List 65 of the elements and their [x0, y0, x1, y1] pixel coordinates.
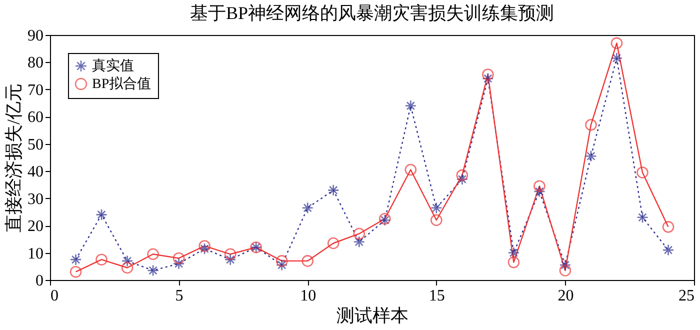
- point: [172, 258, 185, 270]
- point: [96, 254, 108, 266]
- y-tick-label: 90: [28, 28, 44, 44]
- point: [198, 242, 210, 255]
- legend-label: BP拟合值: [92, 76, 152, 92]
- x-tick-label: 15: [428, 288, 445, 304]
- y-tick-label: 20: [28, 218, 44, 236]
- point: [482, 68, 494, 80]
- point: [404, 100, 417, 112]
- y-tick-label: 50: [28, 136, 44, 154]
- legend-label: 真实值: [92, 58, 134, 74]
- point: [662, 244, 674, 256]
- point: [302, 202, 314, 214]
- chart-title: 基于BP神经网络的风暴潮灾害损失训练集预测: [190, 3, 554, 23]
- point: [610, 37, 623, 50]
- y-tick-label: 80: [28, 54, 44, 72]
- y-tick-label: 60: [28, 109, 44, 126]
- point: [404, 164, 417, 176]
- point: [585, 150, 597, 162]
- point: [70, 266, 82, 278]
- point: [559, 264, 572, 276]
- point: [224, 248, 236, 260]
- point: [147, 264, 159, 276]
- point: [662, 221, 674, 233]
- point: [70, 254, 82, 266]
- y-axis-title: 直接经济损失/亿元: [4, 83, 24, 233]
- point: [198, 240, 210, 252]
- point: [636, 166, 648, 178]
- point: [327, 184, 340, 196]
- point: [456, 169, 468, 182]
- point: [121, 262, 134, 274]
- point: [636, 211, 648, 224]
- y-tick-label: 70: [28, 82, 44, 99]
- x-tick-label: 25: [678, 288, 694, 304]
- point: [224, 254, 236, 266]
- y-tick-label: 30: [28, 190, 44, 208]
- y-tick-label: 40: [28, 164, 44, 181]
- point: [482, 72, 494, 84]
- point: [508, 256, 520, 268]
- x-tick-label: 5: [175, 288, 184, 304]
- y-tick-label: 10: [28, 245, 44, 262]
- point: [353, 236, 366, 248]
- x-tick-label: 20: [558, 288, 574, 304]
- point: [430, 202, 442, 214]
- point: [456, 173, 468, 186]
- point: [430, 214, 442, 226]
- point: [302, 255, 314, 267]
- point: [147, 248, 159, 260]
- point: [534, 186, 546, 198]
- point: [276, 259, 288, 271]
- point: [353, 228, 366, 240]
- x-axis-title: 测试样本: [336, 306, 408, 326]
- x-tick-label: 0: [50, 288, 58, 304]
- point: [585, 118, 597, 131]
- point: [559, 259, 572, 271]
- point: [172, 252, 185, 264]
- y-tick-label: 0: [36, 272, 44, 290]
- point: [534, 180, 546, 192]
- point: [276, 255, 288, 267]
- point: [121, 255, 134, 267]
- point: [327, 237, 340, 250]
- point: [610, 52, 623, 64]
- x-tick-label: 10: [300, 288, 316, 304]
- point: [96, 208, 108, 221]
- point: [508, 246, 520, 259]
